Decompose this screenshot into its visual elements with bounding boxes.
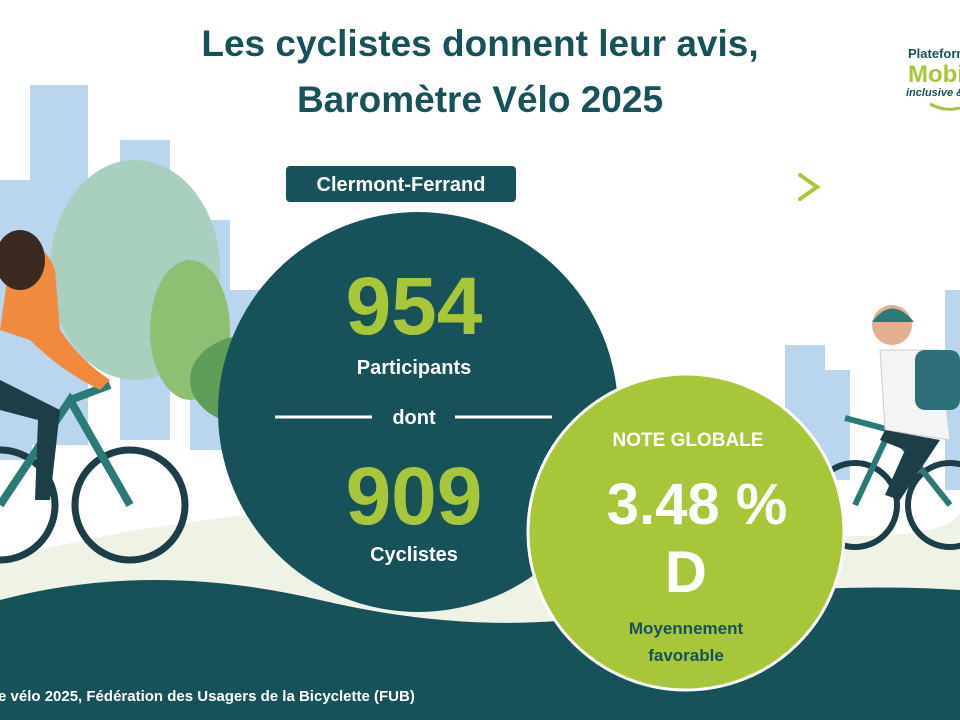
arrow	[592, 173, 821, 201]
logo-text: Plateforme	[908, 46, 960, 61]
logo-text: Mobil	[908, 61, 960, 88]
score-description: Moyennement	[629, 619, 744, 638]
cyclists-count: 909	[346, 451, 483, 542]
score-circle	[526, 372, 846, 692]
participants-circle	[218, 212, 618, 612]
logo: Plateforme Mobil inclusive &	[906, 46, 960, 111]
cyclists-label: Cyclistes	[370, 544, 458, 566]
title-line: Baromètre Vélo 2025	[297, 79, 663, 120]
cyclist-right	[810, 305, 960, 550]
score-description: favorable	[648, 646, 724, 665]
score-title: NOTE GLOBALE	[613, 430, 764, 451]
score-value: 3.48 %	[607, 472, 788, 537]
logo-text: inclusive &	[906, 87, 960, 99]
footer-source: e vélo 2025, Fédération des Usagers de l…	[0, 688, 415, 705]
city-badge	[286, 166, 516, 202]
participants-count: 954	[346, 261, 483, 352]
separator-text: dont	[392, 407, 436, 429]
city-name: Clermont-Ferrand	[317, 174, 486, 196]
participants-label: Participants	[357, 357, 471, 379]
title-line: Les cyclistes donnent leur avis,	[201, 23, 758, 64]
score-grade: D	[665, 540, 707, 605]
cyclist-left	[0, 230, 189, 564]
